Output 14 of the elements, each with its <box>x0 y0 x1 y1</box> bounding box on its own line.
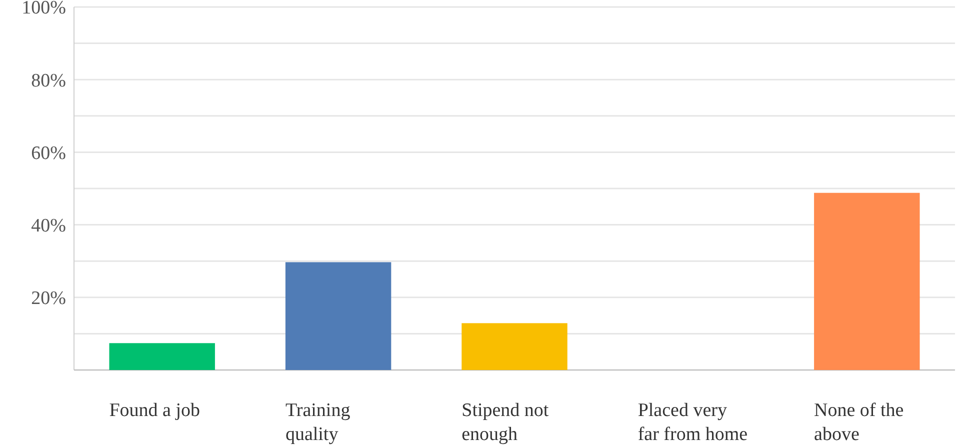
y-tick-label: 40% <box>31 215 66 236</box>
x-tick-label: Training quality <box>285 400 351 445</box>
bar <box>285 262 392 370</box>
x-tick-label: Stipend not enough <box>462 400 550 445</box>
x-tick-label: None of the above <box>814 400 904 445</box>
x-tick-label: Placed very far from home <box>638 400 748 445</box>
bar <box>462 323 568 370</box>
y-tick-label: 20% <box>31 288 66 310</box>
y-tick-label: 100% <box>22 0 66 19</box>
x-tick-label: Found a job <box>109 400 200 421</box>
y-tick-label: 60% <box>31 142 66 164</box>
bar <box>109 343 215 370</box>
y-tick-label: 80% <box>31 70 66 92</box>
bar <box>814 192 920 370</box>
